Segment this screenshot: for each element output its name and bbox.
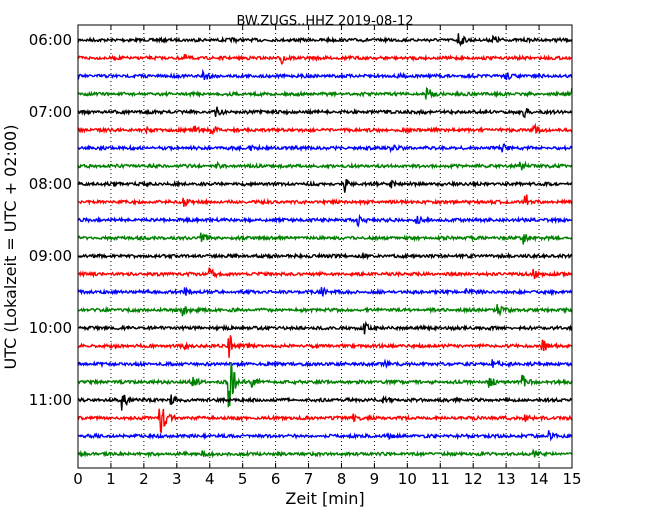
seismic-trace-0700 <box>77 106 573 119</box>
chart-title: BW.ZUGS..HHZ 2019-08-12 <box>236 14 413 29</box>
x-tick-label: 1 <box>106 470 116 488</box>
y-tick-label: 08:00 <box>29 175 72 193</box>
y-tick-label: 11:00 <box>29 391 72 409</box>
x-tick-label: 4 <box>205 470 215 488</box>
seismic-trace-0645 <box>77 86 573 100</box>
seismic-trace-0830 <box>77 213 573 228</box>
x-axis-label: Zeit [min] <box>285 489 364 508</box>
seismic-trace-0845 <box>77 232 573 245</box>
seismic-traces <box>77 33 573 459</box>
x-tick-label: 10 <box>398 470 417 488</box>
x-ticks: 0 1 2 3 4 5 6 7 8 9 10 11 12 13 14 15 <box>73 25 582 488</box>
x-tick-label: 5 <box>238 470 248 488</box>
y-axis-label: UTC (Lokalzeit = UTC + 02:00) <box>1 125 20 370</box>
seismic-trace-1130 <box>77 430 573 442</box>
y-tick-label: 07:00 <box>29 103 72 121</box>
seismic-trace-0730 <box>77 143 573 154</box>
seismic-trace-1115 <box>77 408 573 434</box>
seismic-trace-0800 <box>77 179 573 193</box>
seismic-trace-1030 <box>77 358 573 369</box>
x-tick-label: 0 <box>73 470 83 488</box>
y-tick-label: 10:00 <box>29 319 72 337</box>
seismic-trace-1015 <box>77 335 573 358</box>
seismic-trace-1000 <box>77 320 573 335</box>
seismic-trace-0900 <box>77 251 573 261</box>
seismic-trace-1145 <box>77 448 573 459</box>
x-tick-label: 8 <box>337 470 347 488</box>
x-tick-label: 13 <box>497 470 516 488</box>
seismic-trace-1045 <box>77 362 573 408</box>
x-tick-label: 2 <box>139 470 149 488</box>
x-tick-label: 14 <box>530 470 549 488</box>
seismic-trace-0915 <box>77 267 573 279</box>
seismic-trace-0945 <box>77 304 573 317</box>
y-tick-label: 06:00 <box>29 31 72 49</box>
seismic-trace-0600 <box>77 33 573 47</box>
seismic-trace-0815 <box>77 194 573 208</box>
x-tick-label: 12 <box>464 470 483 488</box>
seismic-trace-0630 <box>77 68 573 81</box>
seismic-trace-0615 <box>77 53 573 66</box>
x-tick-label: 11 <box>431 470 450 488</box>
x-tick-label: 15 <box>562 470 581 488</box>
y-ticks: 06:00 07:00 08:00 09:00 10:00 11:00 <box>29 31 572 409</box>
seismic-trace-0715 <box>77 122 573 136</box>
x-tick-label: 3 <box>172 470 182 488</box>
x-tick-label: 9 <box>370 470 380 488</box>
x-tick-label: 6 <box>271 470 281 488</box>
plot-frame <box>77 24 573 469</box>
seismic-trace-0745 <box>77 160 573 171</box>
seismic-trace-1100 <box>77 394 573 411</box>
y-tick-label: 09:00 <box>29 247 72 265</box>
x-tick-label: 7 <box>304 470 314 488</box>
seismic-trace-0930 <box>77 286 573 297</box>
